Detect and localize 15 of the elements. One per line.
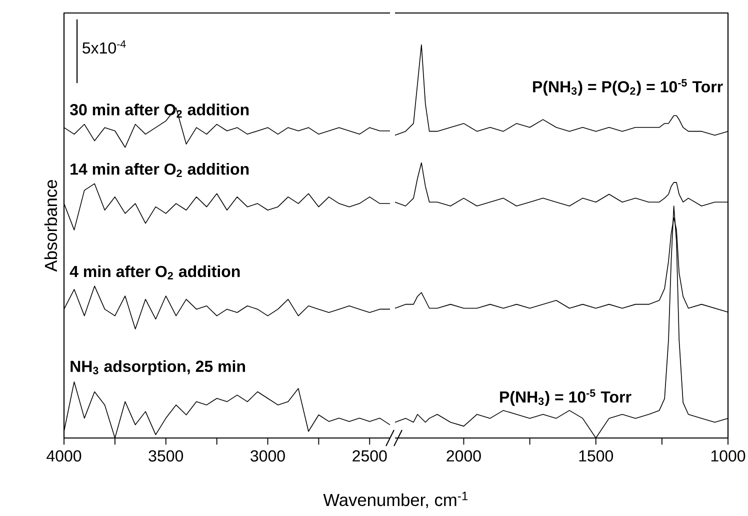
series-label: 14 min after O$_{2}$ addition [70, 163, 249, 178]
x-axis-title: Wavenumber, cm$^{-1}$ [323, 492, 468, 508]
annotation: P(NH$_{3}$) = P(O$_{2}$) = 10$^{-5}$ Torr [533, 79, 723, 96]
x-tick-label: 1500 [579, 450, 614, 462]
text: 5x10$^{-4}$ [82, 40, 126, 54]
y-axis-title: Absorbance [44, 180, 58, 272]
x-tick-label: 4000 [46, 450, 82, 462]
x-tick-label: 2500 [352, 450, 387, 462]
x-tick-label: 2000 [446, 450, 481, 462]
annotation: P(NH$_{3}$) = 10$^{-5}$ Torr [500, 389, 632, 406]
x-tick-label: 1000 [711, 450, 746, 462]
x-tick-label: 3500 [148, 450, 184, 462]
x-tick-label: 3000 [250, 450, 285, 462]
series-label: 4 min after O$_{2}$ addition [70, 265, 240, 280]
series-label: NH$_{3}$ adsorption, 25 min [70, 360, 246, 376]
